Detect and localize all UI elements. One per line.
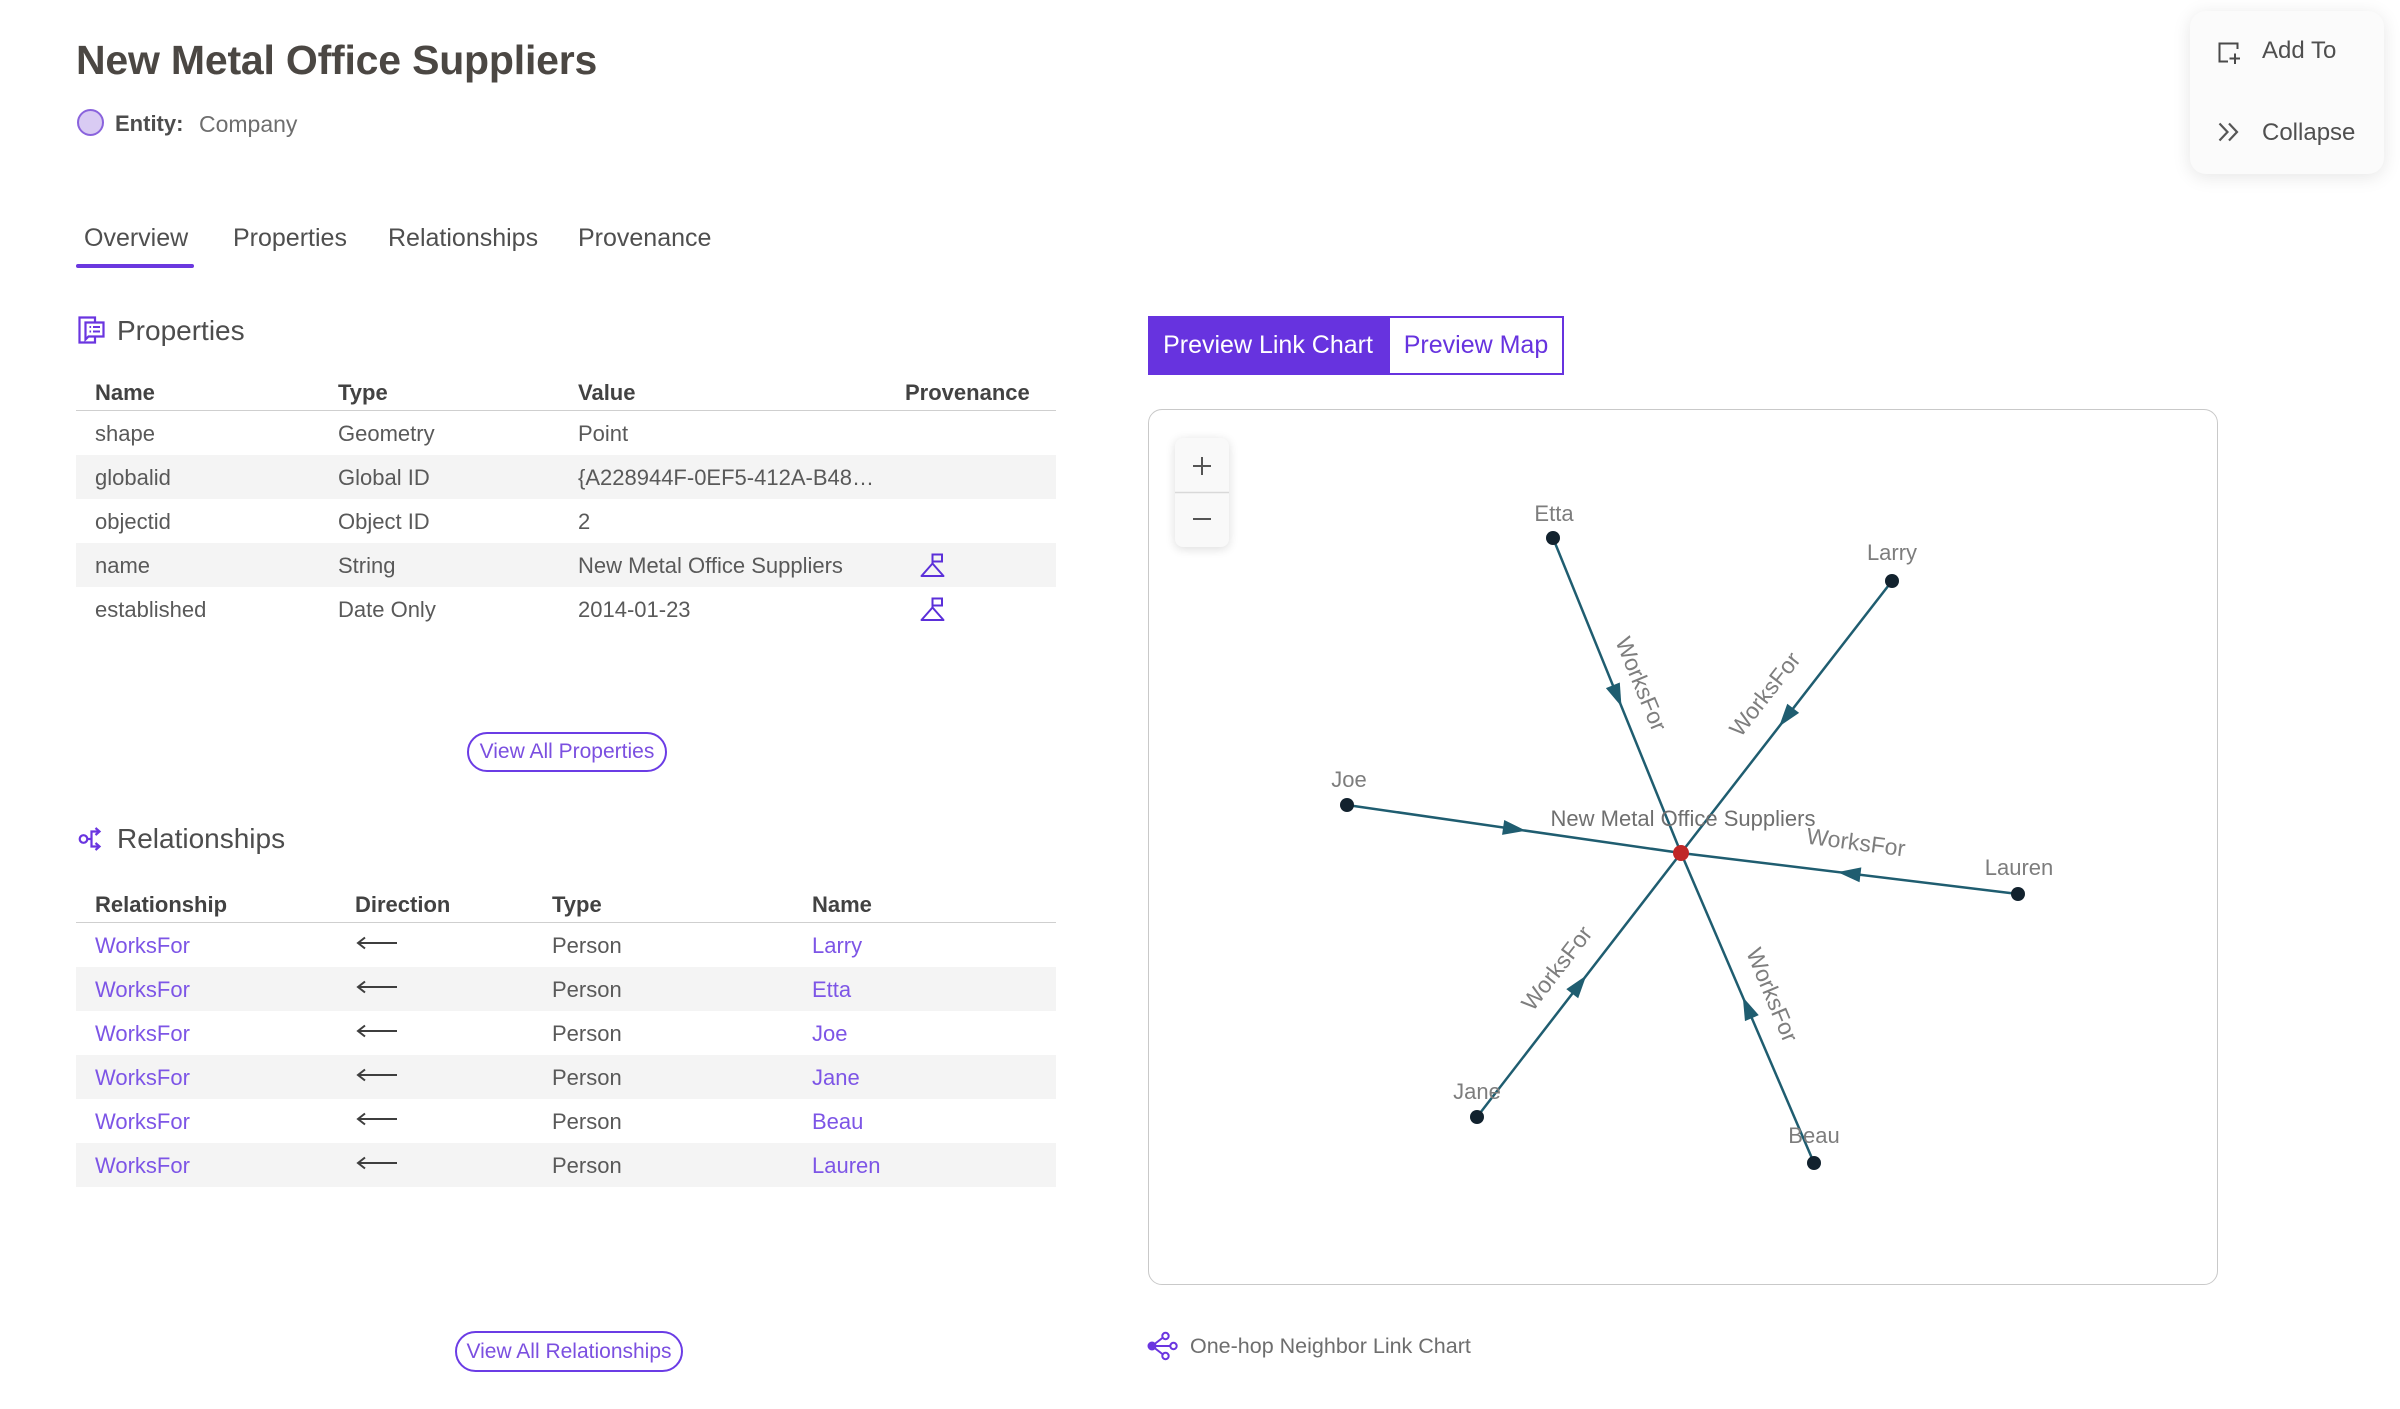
svg-text:Beau: Beau: [1788, 1123, 1839, 1148]
svg-text:Larry: Larry: [1867, 540, 1917, 565]
svg-text:WorksFor: WorksFor: [1516, 921, 1597, 1016]
svg-text:Etta: Etta: [1534, 501, 1574, 526]
svg-text:WorksFor: WorksFor: [1724, 647, 1806, 741]
svg-text:WorksFor: WorksFor: [1741, 944, 1803, 1046]
svg-text:New Metal Office Suppliers: New Metal Office Suppliers: [1551, 806, 1816, 831]
svg-text:Joe: Joe: [1331, 767, 1366, 792]
svg-text:Jane: Jane: [1453, 1079, 1501, 1104]
svg-text:WorksFor: WorksFor: [1805, 823, 1907, 862]
svg-text:Lauren: Lauren: [1985, 855, 2054, 880]
